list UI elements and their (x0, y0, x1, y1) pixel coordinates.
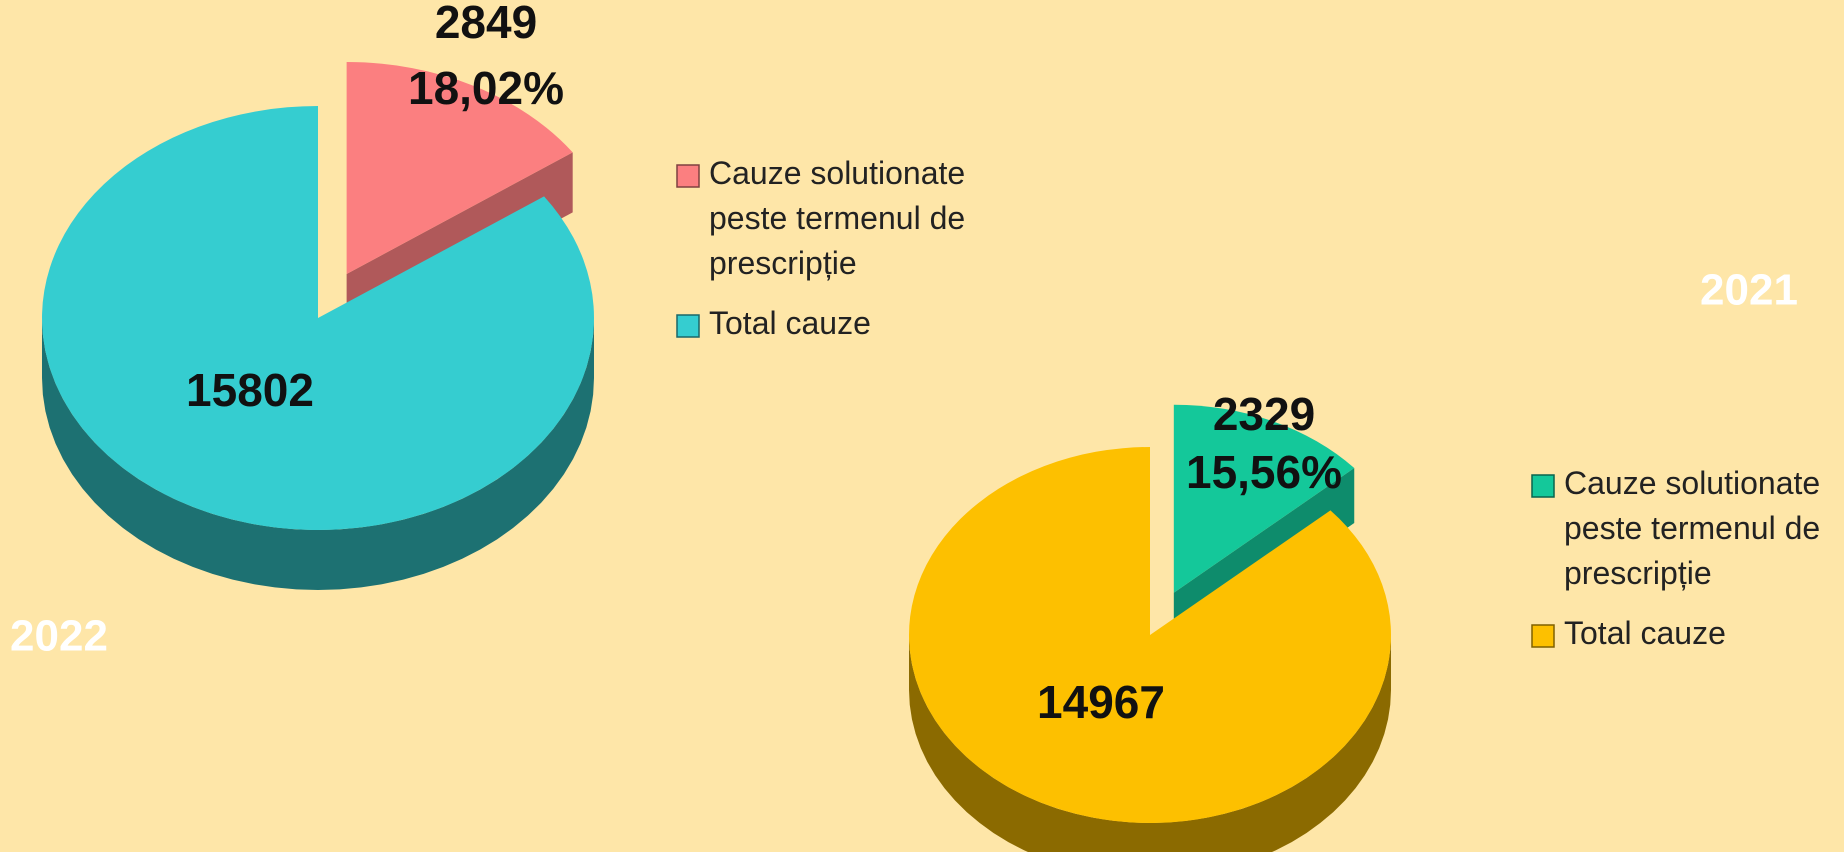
legend-label: Cauze solutionate peste termenul de prescr… (1564, 465, 1820, 591)
chart-title: 2021 (1700, 266, 1798, 315)
slice (41, 106, 594, 530)
legend-swatch (1531, 624, 1555, 648)
legend-line: prescripție (709, 245, 857, 281)
legend-line: peste termenul de (709, 200, 965, 236)
percent-label: 18,02% (408, 62, 564, 114)
legend-line: Cauze solutionate (709, 155, 965, 191)
slice (346, 62, 573, 275)
legend-line: Total cauze (1564, 615, 1726, 651)
legend-line: prescripție (1564, 555, 1712, 591)
legend-label: Total cauze (709, 305, 871, 341)
legend-swatch (676, 314, 700, 338)
pie (909, 404, 1391, 852)
chart-title: 2022 (10, 612, 108, 661)
legend-line: Total cauze (709, 305, 871, 341)
legend-label: Cauze solutionate peste termenul de prescr… (709, 155, 965, 281)
legend-swatch (676, 164, 700, 188)
value-label: 2849 (435, 0, 537, 48)
legend-label: Total cauze (1564, 615, 1726, 651)
pie (41, 62, 594, 590)
legend-line: peste termenul de (1564, 510, 1820, 546)
slice-side (42, 318, 594, 590)
percent-label: 15,56% (1186, 446, 1342, 498)
legend-line: Cauze solutionate (1564, 465, 1820, 501)
value-label: 15802 (186, 364, 314, 416)
slice (909, 447, 1391, 823)
legend-swatch (1531, 474, 1555, 498)
value-label: 2329 (1213, 388, 1315, 440)
slice (1173, 404, 1355, 593)
value-label: 14967 (1037, 676, 1165, 728)
